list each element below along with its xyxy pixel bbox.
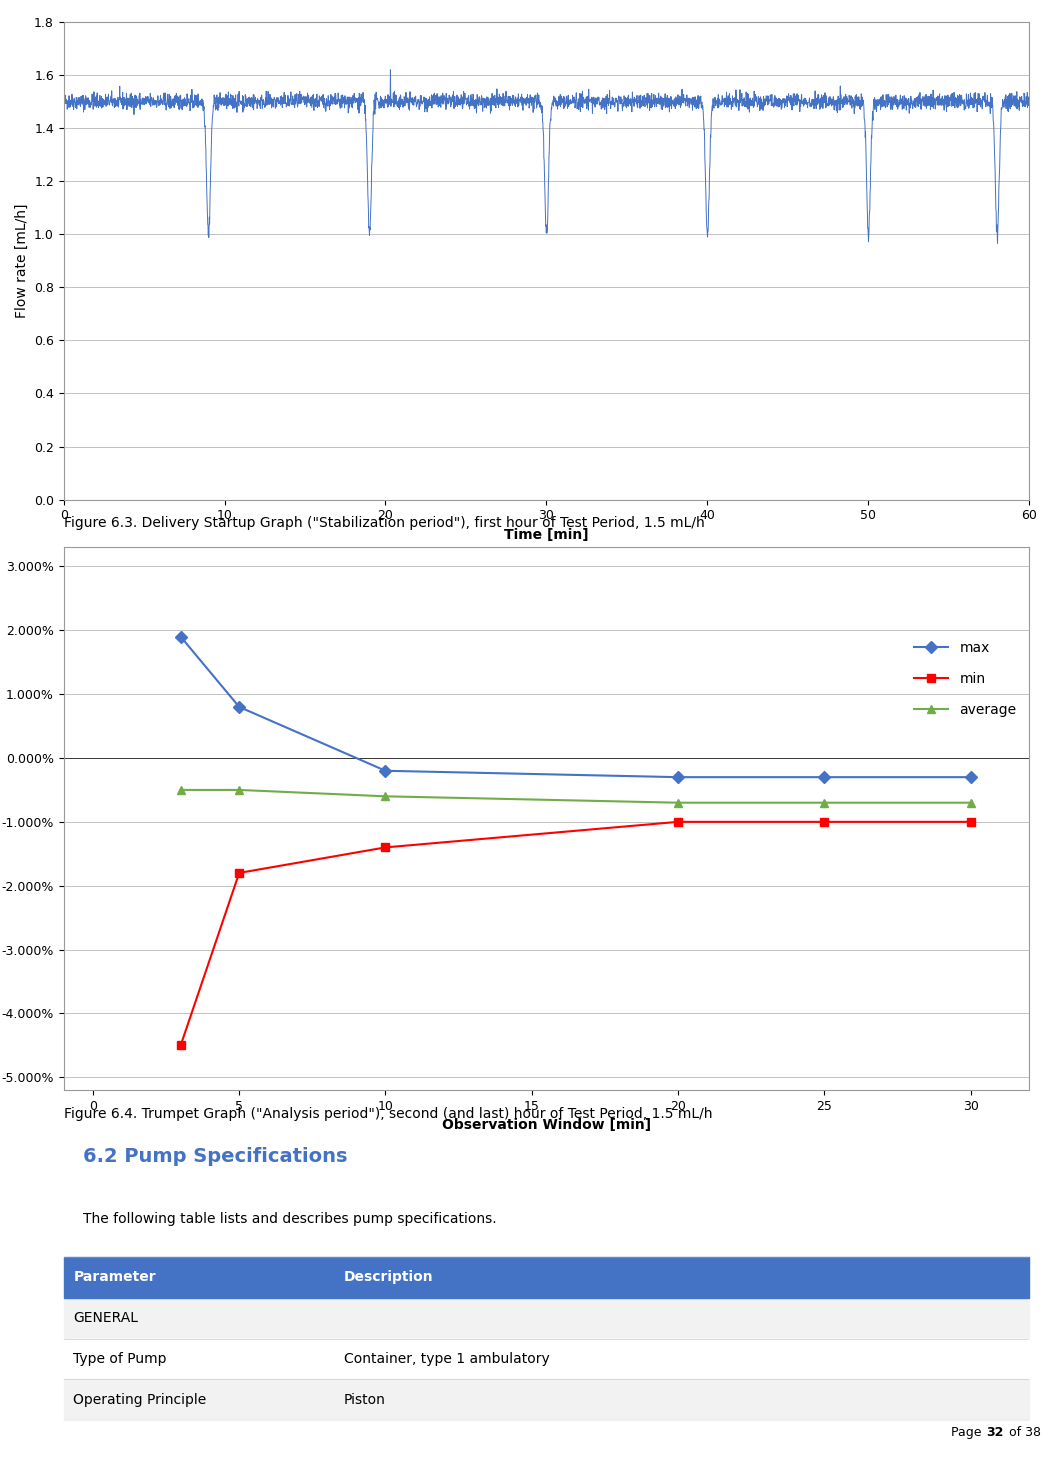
average [232,781,245,799]
Text: Page: Page [952,1427,986,1440]
average [379,787,392,804]
max [232,699,245,716]
Line: average: average [176,785,975,807]
Line: max: max [176,633,975,781]
max [379,762,392,780]
Text: of 38: of 38 [1005,1427,1041,1440]
average [818,794,831,812]
average [174,781,187,799]
average [964,794,977,812]
Text: Container, type 1 ambulatory: Container, type 1 ambulatory [344,1352,550,1365]
max [818,768,831,785]
Legend: max, min, average: max, min, average [908,636,1022,722]
min [174,1036,187,1054]
Text: The following table lists and describes pump specifications.: The following table lists and describes … [83,1211,497,1226]
max [174,628,187,646]
min [379,838,392,856]
min [964,813,977,831]
max [964,768,977,785]
Text: 32: 32 [986,1427,1003,1440]
Text: Figure 6.3. Delivery Startup Graph ("Stabilization period"), first hour of Test : Figure 6.3. Delivery Startup Graph ("Sta… [64,517,705,530]
Text: Piston: Piston [344,1393,385,1406]
min [672,813,684,831]
Bar [64,1380,1029,1420]
Bar [64,1298,1029,1339]
Y-axis label: Flow rate [mL/h]: Flow rate [mL/h] [15,204,29,319]
Text: Operating Principle: Operating Principle [73,1393,207,1406]
min [818,813,831,831]
X-axis label: Observation Window [min]: Observation Window [min] [441,1119,651,1132]
Text: GENERAL: GENERAL [73,1311,138,1326]
Text: Description: Description [344,1270,433,1284]
Text: Parameter: Parameter [73,1270,156,1284]
X-axis label: Time [min]: Time [min] [504,528,589,542]
Bar [64,1257,1029,1298]
average [672,794,684,812]
min [232,865,245,882]
max [672,768,684,785]
Text: Figure 6.4. Trumpet Graph ("Analysis period"), second (and last) hour of Test Pe: Figure 6.4. Trumpet Graph ("Analysis per… [64,1107,712,1122]
Text: 6.2 Pump Specifications: 6.2 Pump Specifications [83,1148,347,1166]
Bar [64,1339,1029,1380]
Line: min: min [176,818,975,1050]
Text: Type of Pump: Type of Pump [73,1352,167,1365]
